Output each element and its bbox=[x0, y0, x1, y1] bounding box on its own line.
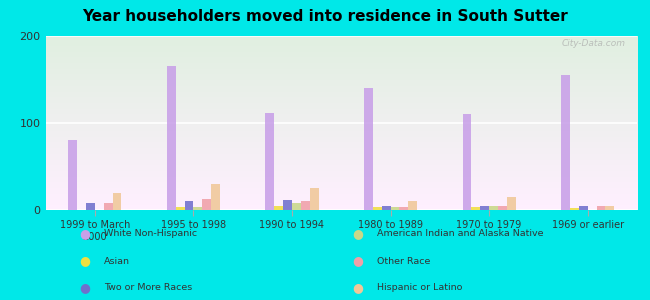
Bar bbox=[597, 206, 605, 210]
Text: Hispanic or Latino: Hispanic or Latino bbox=[377, 284, 462, 292]
Bar bbox=[167, 67, 176, 210]
Bar bbox=[112, 193, 122, 210]
Bar bbox=[373, 207, 382, 210]
Bar bbox=[68, 140, 77, 210]
Bar bbox=[301, 201, 309, 210]
Text: Asian: Asian bbox=[104, 256, 130, 266]
Text: ●: ● bbox=[352, 227, 363, 241]
Bar bbox=[498, 206, 507, 210]
Text: Other Race: Other Race bbox=[377, 256, 430, 266]
Bar bbox=[382, 206, 391, 210]
Bar bbox=[408, 201, 417, 210]
Bar bbox=[202, 199, 211, 210]
Bar bbox=[463, 114, 471, 210]
Text: ●: ● bbox=[79, 281, 90, 295]
Bar bbox=[86, 203, 95, 210]
Text: ●: ● bbox=[352, 281, 363, 295]
Text: City-Data.com: City-Data.com bbox=[561, 40, 625, 49]
Bar bbox=[605, 206, 614, 210]
Bar bbox=[579, 206, 588, 210]
Text: ●: ● bbox=[352, 254, 363, 268]
Bar bbox=[561, 75, 570, 210]
Bar bbox=[194, 207, 202, 210]
Bar bbox=[185, 201, 194, 210]
Bar bbox=[309, 188, 318, 210]
Bar bbox=[570, 208, 579, 210]
Bar bbox=[471, 207, 480, 210]
Text: Year householders moved into residence in South Sutter: Year householders moved into residence i… bbox=[82, 9, 568, 24]
Bar bbox=[399, 207, 408, 210]
Bar bbox=[283, 200, 292, 210]
Bar bbox=[507, 197, 515, 210]
Text: White Non-Hispanic: White Non-Hispanic bbox=[104, 230, 197, 238]
Text: Two or More Races: Two or More Races bbox=[104, 284, 192, 292]
Text: ●: ● bbox=[79, 227, 90, 241]
Text: American Indian and Alaska Native: American Indian and Alaska Native bbox=[377, 230, 543, 238]
Bar bbox=[292, 203, 301, 210]
Text: ●: ● bbox=[79, 254, 90, 268]
Bar bbox=[265, 112, 274, 210]
Bar bbox=[274, 206, 283, 210]
Bar bbox=[489, 206, 498, 210]
Bar bbox=[176, 207, 185, 210]
Bar bbox=[364, 88, 373, 210]
Bar bbox=[480, 206, 489, 210]
Bar bbox=[211, 184, 220, 210]
Bar bbox=[391, 207, 399, 210]
Bar bbox=[103, 203, 112, 210]
